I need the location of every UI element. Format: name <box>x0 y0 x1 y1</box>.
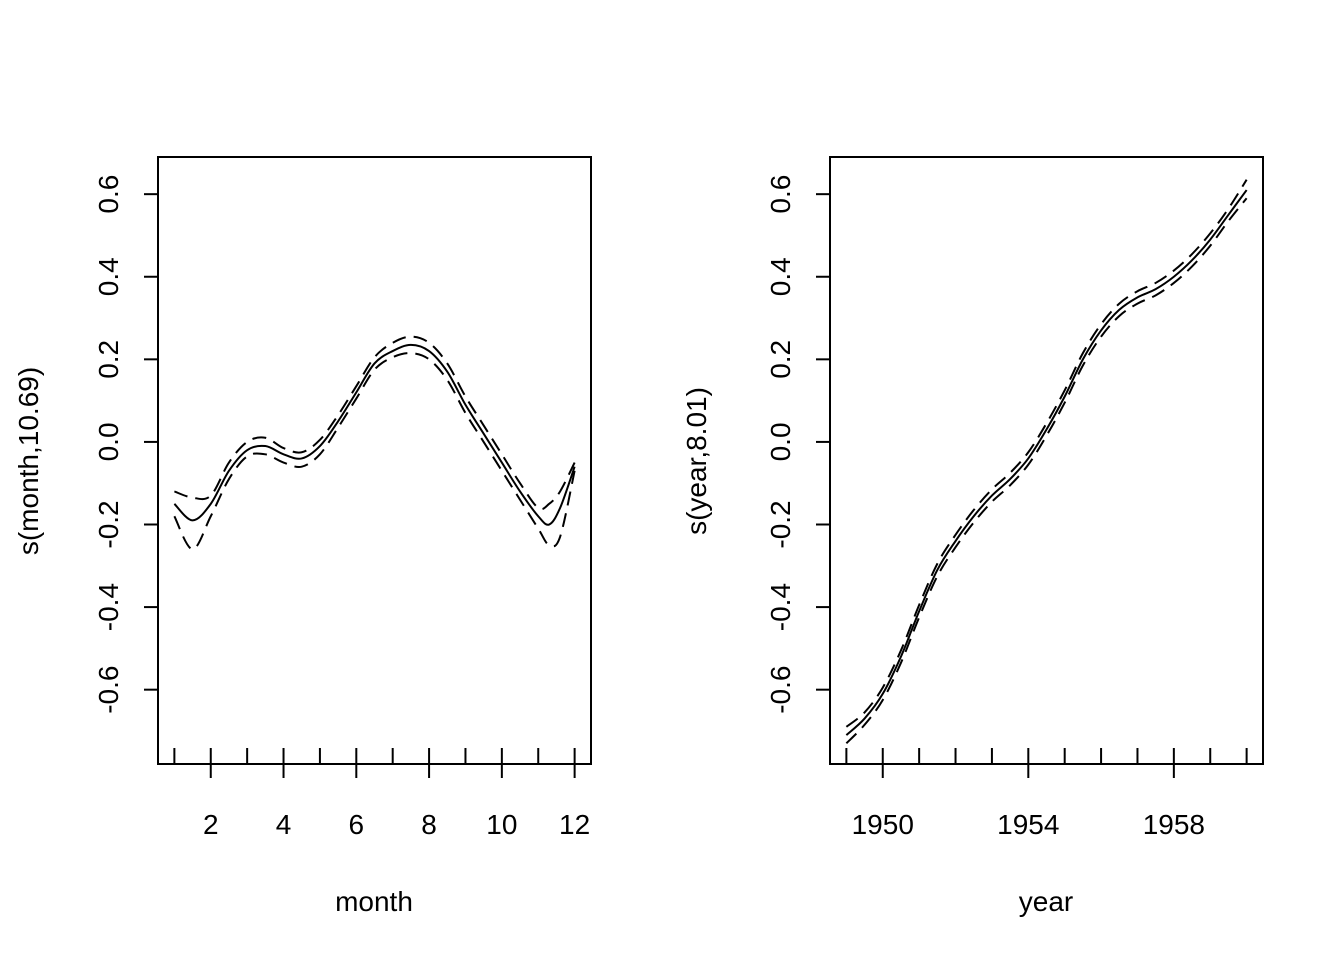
month-x-tick-label: 10 <box>486 809 517 840</box>
month-y-axis-label: s(month,10.69) <box>13 367 44 555</box>
month-plot-frame <box>157 156 592 765</box>
month-upper-band-line <box>174 335 576 511</box>
year-lower-band-line <box>845 197 1248 745</box>
year-y-tick-label: 0.6 <box>765 175 796 214</box>
year-x-tick-label: 1958 <box>1143 809 1205 840</box>
month-x-tick-label: 12 <box>559 809 590 840</box>
year-y-tick-label: -0.2 <box>765 500 796 548</box>
month-smooth-line <box>173 343 576 526</box>
month-lower-band-line <box>173 352 576 551</box>
year-y-axis-label: s(year,8.01) <box>681 387 712 535</box>
month-x-tick-label: 6 <box>349 809 365 840</box>
month-smooth-panel: month s(month,10.69) -0.6 -0.4 -0.2 0.0 0.2 0… <box>13 156 592 917</box>
year-plot-frame <box>829 156 1264 765</box>
year-x-tick-label: 1954 <box>997 809 1059 840</box>
year-smooth-panel: year s(year,8.01) -0.6 -0.4 -0.2 0.0 0.2 0.4 0… <box>681 156 1264 917</box>
month-y-tick-label: -0.4 <box>93 583 124 631</box>
month-x-tick-label: 4 <box>276 809 292 840</box>
year-y-tick-label: -0.6 <box>765 666 796 714</box>
month-y-tick-label: -0.6 <box>93 666 124 714</box>
year-x-tick-label: 1950 <box>852 809 914 840</box>
year-x-axis-label: year <box>1019 886 1073 917</box>
year-y-tick-label: 0.2 <box>765 340 796 379</box>
year-smooth-line <box>845 189 1248 736</box>
month-x-axis-label: month <box>335 886 413 917</box>
month-x-tick-label: 2 <box>203 809 219 840</box>
month-y-tick-label: 0.0 <box>93 422 124 461</box>
year-y-tick-label: 0.4 <box>765 257 796 296</box>
year-y-tick-label: -0.4 <box>765 583 796 631</box>
month-y-tick-label: 0.6 <box>93 175 124 214</box>
month-y-tick-label: 0.4 <box>93 257 124 296</box>
month-x-tick-label: 8 <box>421 809 437 840</box>
month-y-tick-label: 0.2 <box>93 340 124 379</box>
year-upper-band-line <box>845 179 1248 728</box>
year-y-tick-label: 0.0 <box>765 422 796 461</box>
month-y-tick-label: -0.2 <box>93 500 124 548</box>
